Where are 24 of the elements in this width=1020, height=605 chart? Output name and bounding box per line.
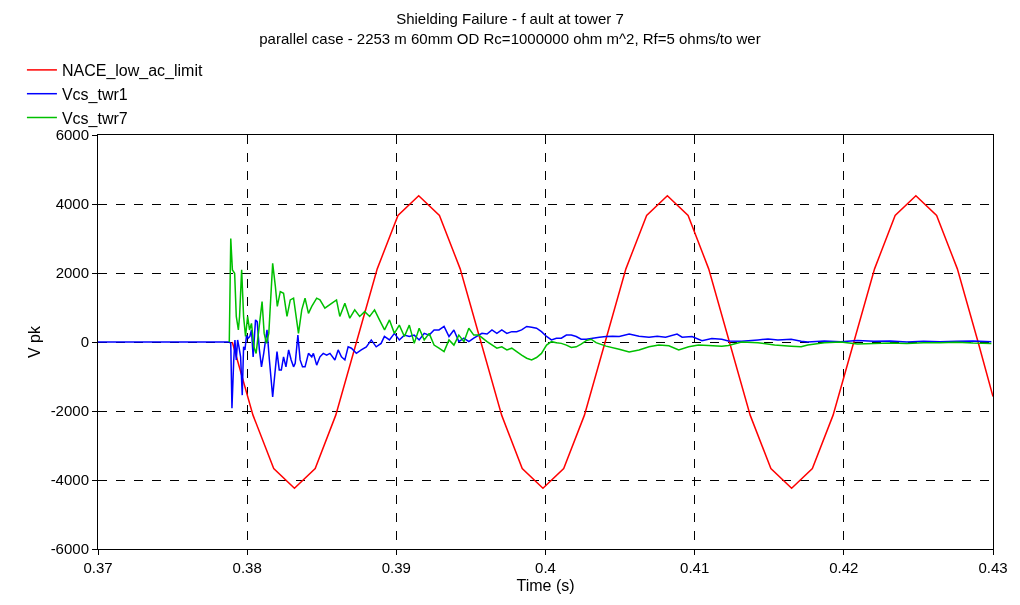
x-tick-label: 0.42 xyxy=(829,559,859,576)
legend-label: NACE_low_ac_limit xyxy=(61,62,203,81)
x-tick-label: 0.43 xyxy=(978,559,1008,576)
legend-label: Vcs_twr7 xyxy=(61,109,128,128)
line-series xyxy=(98,319,993,409)
y-axis-title: V pk xyxy=(25,324,43,359)
line-series xyxy=(231,194,993,490)
y-tick-label: 6000 xyxy=(55,126,89,144)
x-tick-label: 0.38 xyxy=(232,559,262,576)
y-tick-label: -6000 xyxy=(50,540,89,558)
legend-label: Vcs_twr1 xyxy=(61,85,128,104)
x-tick-label: 0.41 xyxy=(680,559,710,576)
y-tick-label: -4000 xyxy=(50,471,89,489)
x-tick-label: 0.4 xyxy=(535,559,556,576)
chart-title: Shielding Failure - f ault at tower 7 xyxy=(396,10,624,28)
x-axis-title: Time (s) xyxy=(516,576,575,594)
chart-subtitle: parallel case - 2253 m 60mm OD Rc=1000000 ohm m^2, Rf=5 ohms/to wer xyxy=(259,29,761,47)
x-tick-label: 0.37 xyxy=(83,559,113,576)
y-tick-label: 0 xyxy=(80,333,89,351)
y-tick-label: -2000 xyxy=(50,402,89,420)
line-series xyxy=(228,237,993,361)
x-tick-label: 0.39 xyxy=(381,559,411,576)
y-tick-label: 2000 xyxy=(55,264,89,282)
y-tick-label: 4000 xyxy=(55,195,89,213)
